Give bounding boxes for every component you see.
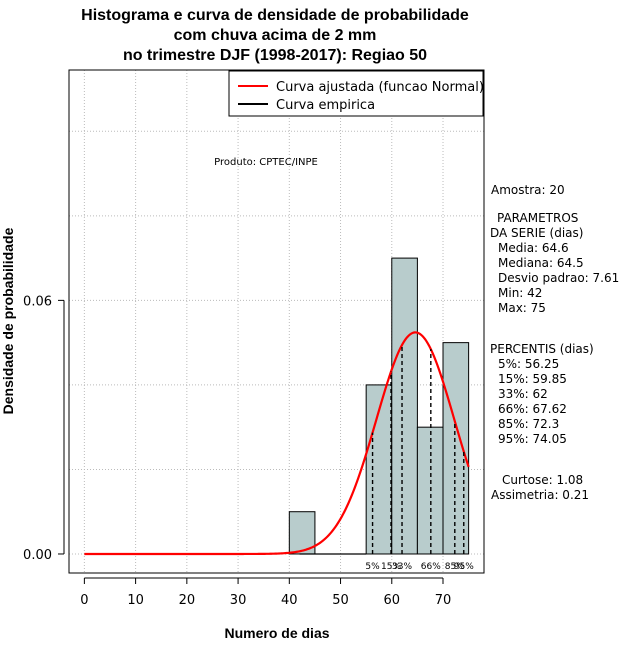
percentil-15: 15%: 59.85 <box>498 372 567 386</box>
legend: Curva ajustada (funcao Normal) Curva emp… <box>228 70 484 117</box>
title-line-1: Histograma e curva de densidade de proba… <box>81 7 469 24</box>
percentil-95: 95%: 74.05 <box>498 432 567 446</box>
histogram-bar <box>391 257 418 555</box>
percentis-header: PERCENTIS (dias) <box>490 342 594 356</box>
param-media: Media: 64.6 <box>498 241 569 255</box>
y-tick-label: 0.00 <box>23 548 52 563</box>
bar-layer <box>288 257 470 555</box>
percentile-label: 5% <box>365 562 380 572</box>
percentil-5: 5%: 56.25 <box>498 357 560 371</box>
axis-layer: 0 10 20 30 40 50 60 70 0.00 0.06 <box>23 294 451 608</box>
params-header-2: DA SERIE (dias) <box>490 226 584 240</box>
plot-frame <box>68 69 485 574</box>
y-axis-label: Densidade de probabilidade <box>0 227 16 414</box>
title-line-2: com chuva acima de 2 mm <box>173 27 377 44</box>
params-header-1: PARAMETROS <box>497 211 579 225</box>
fitted-normal-curve <box>84 331 470 556</box>
title-line-3: no trimestre DJF (1998-2017): Regiao 50 <box>122 47 428 64</box>
percentil-85: 85%: 72.3 <box>498 417 560 431</box>
x-tick-label: 50 <box>332 593 349 608</box>
stat-amostra: Amostra: 20 <box>491 183 565 197</box>
percentile-label: 85% <box>445 562 465 572</box>
param-desvio: Desvio padrao: 7.61 <box>498 271 620 285</box>
percentile-label: 15% <box>381 562 401 572</box>
percentil-66: 66%: 67.62 <box>498 402 567 416</box>
percentile-layer: 5% 15%33% 66% 85%95% <box>365 344 474 572</box>
curve-layer <box>84 331 470 556</box>
product-annotation: Produto: CPTEC/INPE <box>214 157 318 168</box>
x-tick-label: 30 <box>230 593 247 608</box>
x-axis-label: Numero de dias <box>224 625 329 641</box>
x-tick-label: 0 <box>80 593 88 608</box>
chart-title: Histograma e curva de densidade de proba… <box>0 6 550 66</box>
legend-label-empirical: Curva empirica <box>276 98 375 113</box>
x-tick-label: 60 <box>384 593 401 608</box>
param-min: Min: 42 <box>498 286 543 300</box>
legend-box <box>228 70 484 117</box>
percentil-33: 33%: 62 <box>498 387 548 401</box>
percentile-label: 66% <box>421 562 441 572</box>
x-tick-label: 40 <box>281 593 298 608</box>
param-max: Max: 75 <box>498 301 546 315</box>
x-tick-label: 70 <box>435 593 452 608</box>
stat-assimetria: Assimetria: 0.21 <box>491 488 590 502</box>
percentile-label: 33% <box>392 562 412 572</box>
param-mediana: Mediana: 64.5 <box>498 256 584 270</box>
x-tick-label: 20 <box>179 593 196 608</box>
y-tick-label: 0.06 <box>23 294 52 309</box>
percentile-label: 95% <box>454 562 474 572</box>
stat-curtose: Curtose: 1.08 <box>502 473 584 487</box>
legend-label-fitted: Curva ajustada (funcao Normal) <box>276 80 484 95</box>
x-tick-label: 10 <box>127 593 144 608</box>
histogram-bar <box>442 342 470 555</box>
